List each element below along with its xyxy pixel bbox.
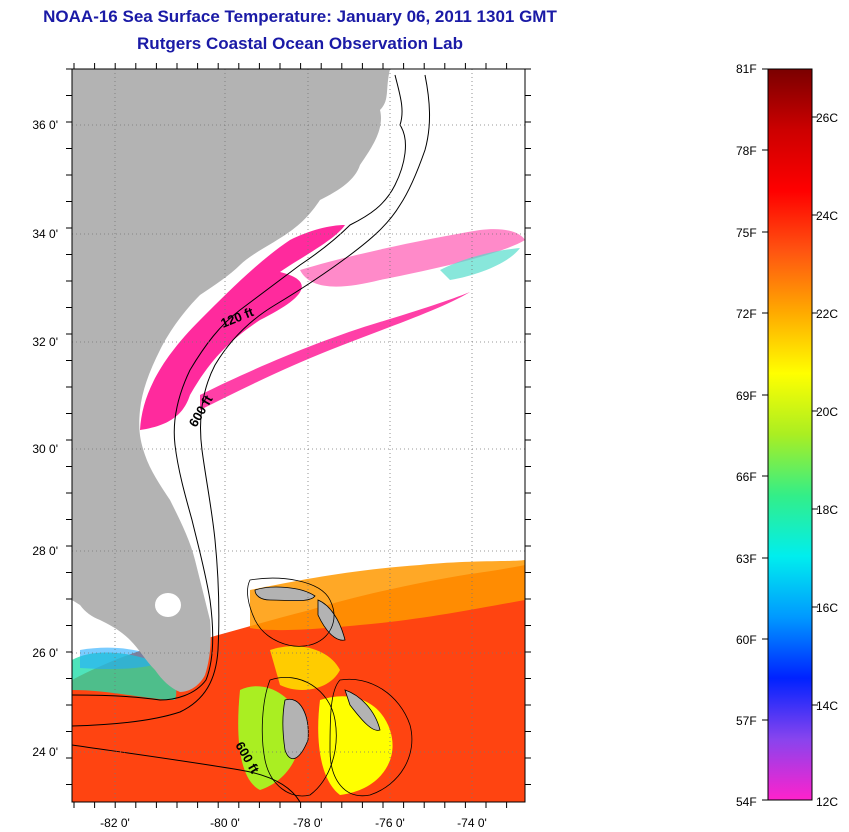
contour-120ft: [72, 74, 406, 701]
lake-okeechobee: [155, 593, 181, 617]
island-eleuthera: [344, 689, 381, 731]
colorbar-c-label: 20C: [816, 405, 839, 419]
map-ticks: [66, 63, 531, 808]
colorbar-c-label: 24C: [816, 209, 839, 223]
sst-offshore-patches: [440, 248, 520, 280]
colorbar-c-label: 18C: [816, 503, 839, 517]
colorbar-f-label: 60F: [736, 633, 757, 647]
colorbar-f-label: 54F: [736, 795, 757, 809]
map-subtitle: Rutgers Coastal Ocean Observation Lab: [137, 34, 463, 53]
map-title: NOAA-16 Sea Surface Temperature: January…: [43, 7, 557, 26]
island-andros: [282, 698, 309, 760]
colorbar-f-label: 72F: [736, 307, 757, 321]
lon-tick-label: -82 0': [100, 816, 130, 830]
contour-600ft: [72, 74, 431, 727]
lat-tick-label: 26 0': [32, 646, 58, 660]
colorbar: [767, 68, 813, 801]
colorbar-c-label: 14C: [816, 699, 839, 713]
bank-outline: [247, 577, 335, 647]
island-grand-bahama: [254, 586, 316, 602]
sst-shelf-warm-swath: [270, 646, 340, 690]
lat-tick-label: 32 0': [32, 335, 58, 349]
lon-tick-label: -74 0': [457, 816, 487, 830]
island-abaco: [317, 599, 346, 641]
sst-cold-coastal-band: [200, 292, 470, 410]
colorbar-f-label: 57F: [736, 714, 757, 728]
bank-outline: [261, 677, 337, 797]
lat-tick-label: 30 0': [32, 442, 58, 456]
land-mass: [72, 69, 390, 692]
bank-outline: [329, 678, 413, 797]
colorbar-c-label: 12C: [816, 795, 839, 809]
colorbar-f-label: 63F: [736, 552, 757, 566]
sst-offshore-patches: [300, 229, 525, 287]
lon-tick-label: -76 0': [375, 816, 405, 830]
lat-tick-label: 36 0': [32, 118, 58, 132]
lat-tick-label: 28 0': [32, 544, 58, 558]
colorbar-ticks: [762, 68, 818, 801]
colorbar-c-label: 26C: [816, 111, 839, 125]
colorbar-f-label: 75F: [736, 226, 757, 240]
colorbar-f-label: 81F: [736, 62, 757, 76]
sst-cold-coastal-band: [140, 225, 345, 430]
colorbar-f-label: 78F: [736, 144, 757, 158]
colorbar-c-label: 22C: [816, 307, 839, 321]
map-frame: [71, 68, 526, 803]
colorbar-f-label: 66F: [736, 470, 757, 484]
lat-tick-label: 24 0': [32, 745, 58, 759]
contour-600ft-south: [72, 744, 301, 802]
lat-tick-label: 34 0': [32, 227, 58, 241]
lon-tick-label: -80 0': [210, 816, 240, 830]
colorbar-c-label: 16C: [816, 601, 839, 615]
colorbar-f-label: 69F: [736, 389, 757, 403]
lon-tick-label: -78 0': [293, 816, 323, 830]
